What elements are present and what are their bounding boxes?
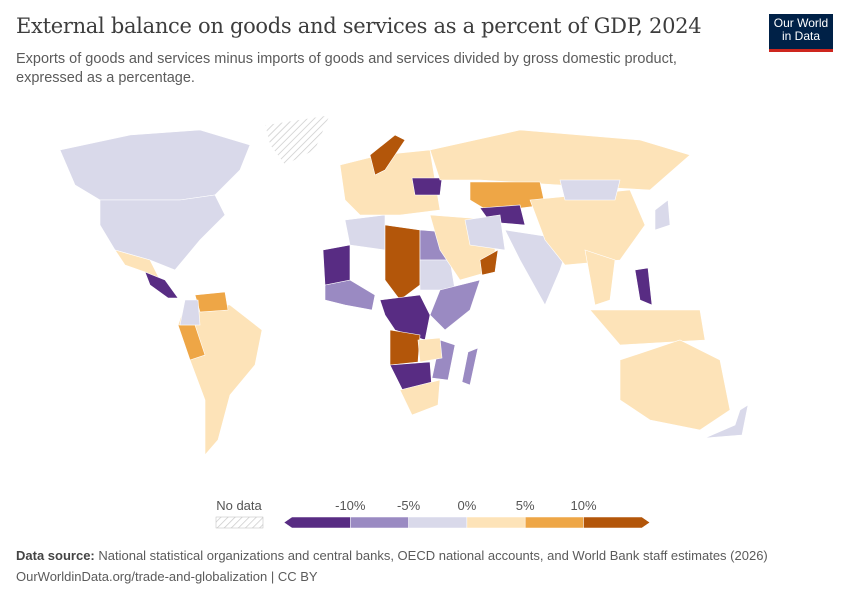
region-new-zealand[interactable] <box>704 404 749 439</box>
legend-tick-label: 0% <box>458 498 477 513</box>
legend-bin-1 <box>350 516 409 529</box>
legend-tick-label: -10% <box>335 498 366 513</box>
legend-tick-label: 5% <box>516 498 535 513</box>
region-southeast-asia[interactable] <box>584 249 616 306</box>
legend-tick-label: 10% <box>570 498 596 513</box>
data-source-label: Data source: <box>16 548 95 563</box>
region-canada[interactable] <box>59 129 251 201</box>
region-russia[interactable] <box>429 129 691 191</box>
region-venezuela[interactable] <box>194 291 229 313</box>
region-mozambique[interactable] <box>431 339 456 381</box>
region-zambia[interactable] <box>417 337 443 363</box>
region-china[interactable] <box>529 189 646 266</box>
region-colombia[interactable] <box>179 299 201 326</box>
world-map[interactable] <box>0 100 850 480</box>
region-ukraine[interactable] <box>411 177 443 196</box>
region-australia[interactable] <box>619 339 731 431</box>
region-angola[interactable] <box>389 329 421 366</box>
region-mauritania-mali[interactable] <box>322 244 351 286</box>
region-iran[interactable] <box>464 214 506 251</box>
chart-subtitle: Exports of goods and services minus impo… <box>16 51 677 86</box>
region-norway[interactable] <box>369 134 406 176</box>
legend-tick-label: -5% <box>397 498 421 513</box>
data-source: Data source: National statistical organi… <box>16 548 768 563</box>
region-west-africa[interactable] <box>324 279 376 311</box>
owid-logo[interactable]: Our World in Data <box>769 14 833 52</box>
region-south-africa[interactable] <box>399 379 441 416</box>
region-oman[interactable] <box>479 249 499 276</box>
region-japan[interactable] <box>654 199 671 231</box>
region-greenland[interactable] <box>264 114 331 166</box>
region-mongolia[interactable] <box>559 179 621 201</box>
source-url[interactable]: OurWorldinData.org/trade-and-globalizati… <box>16 569 318 584</box>
region-east-africa[interactable] <box>429 279 481 331</box>
region-algeria[interactable] <box>344 214 386 251</box>
legend-bin-5 <box>583 516 651 529</box>
legend-no-data-label: No data <box>216 498 262 513</box>
region-madagascar[interactable] <box>461 347 479 386</box>
legend-no-data-swatch <box>215 516 264 529</box>
region-usa[interactable] <box>99 194 226 271</box>
legend-bin-4 <box>524 516 584 529</box>
legend-bin-0 <box>283 516 351 529</box>
data-source-text: National statistical organizations and c… <box>98 548 768 563</box>
region-philippines[interactable] <box>634 267 653 306</box>
region-libya-chad[interactable] <box>384 224 421 301</box>
region-central-america[interactable] <box>144 271 179 299</box>
region-indonesia[interactable] <box>589 309 706 346</box>
map-legend: No data -10% -5% 0% 5% 10% <box>215 498 651 529</box>
chart-title: External balance on goods and services a… <box>16 14 702 38</box>
legend-bin-2 <box>408 516 468 529</box>
legend-bin-3 <box>466 516 526 529</box>
